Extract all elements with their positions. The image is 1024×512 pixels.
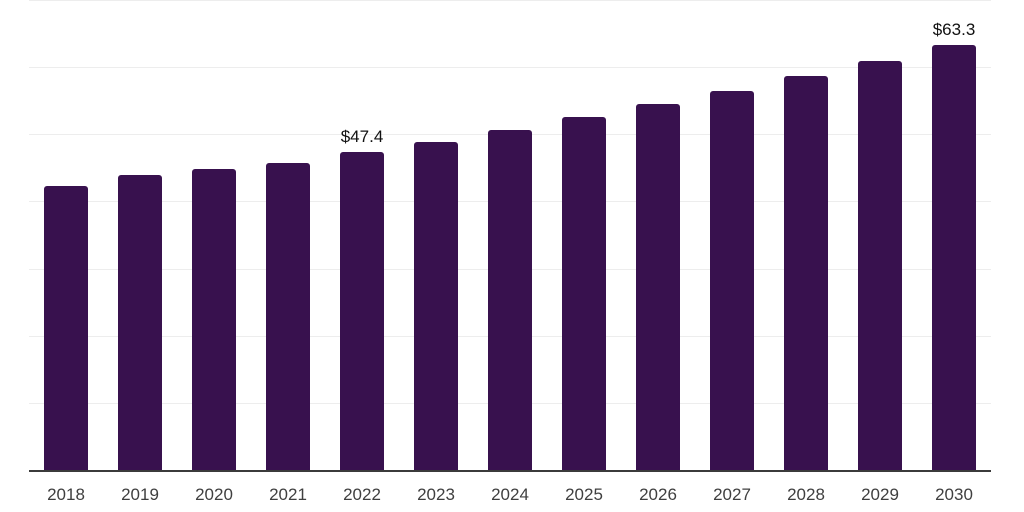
x-tick-label-2018: 2018 <box>47 485 85 504</box>
bar-2021[interactable] <box>266 163 310 470</box>
bar-2028[interactable] <box>784 75 828 470</box>
bar-value-label-2022: $47.4 <box>340 126 384 146</box>
bar-value-label-2030: $63.3 <box>932 20 976 39</box>
x-tick-label-2028: 2028 <box>787 485 825 504</box>
bar-2025[interactable] <box>562 116 606 470</box>
bar-2026[interactable] <box>636 104 680 470</box>
x-tick-label-2025: 2025 <box>565 485 603 504</box>
x-axis-line <box>29 470 991 472</box>
gridline <box>29 67 991 69</box>
x-tick-label-2024: 2024 <box>491 485 529 504</box>
bar-2024[interactable] <box>488 130 532 470</box>
bar-2030[interactable] <box>932 45 976 470</box>
x-axis-tick-labels: 2018 2019 2020 2021 2022 2023 2024 2025 2026 2027… <box>29 484 991 506</box>
x-tick-label-2021: 2021 <box>269 485 307 504</box>
bar-2029[interactable] <box>858 61 902 470</box>
x-tick-label-2022: 2022 <box>343 485 381 504</box>
bar-2022[interactable] <box>340 151 384 470</box>
bar-2027[interactable] <box>710 90 754 470</box>
bar-2023[interactable] <box>414 141 458 470</box>
x-tick-label-2026: 2026 <box>639 485 677 504</box>
plot-area: $47.4 $63.3 <box>29 0 991 472</box>
bar-2020[interactable] <box>192 169 236 470</box>
gridline <box>29 0 991 1</box>
x-tick-label-2019: 2019 <box>121 485 159 504</box>
x-tick-label-2029: 2029 <box>861 485 899 504</box>
x-tick-label-2023: 2023 <box>417 485 455 504</box>
x-tick-label-2027: 2027 <box>713 485 751 504</box>
bar-2018[interactable] <box>44 186 88 470</box>
x-tick-label-2030: 2030 <box>935 485 973 504</box>
bar-2019[interactable] <box>118 174 162 470</box>
x-tick-label-2020: 2020 <box>195 485 233 504</box>
